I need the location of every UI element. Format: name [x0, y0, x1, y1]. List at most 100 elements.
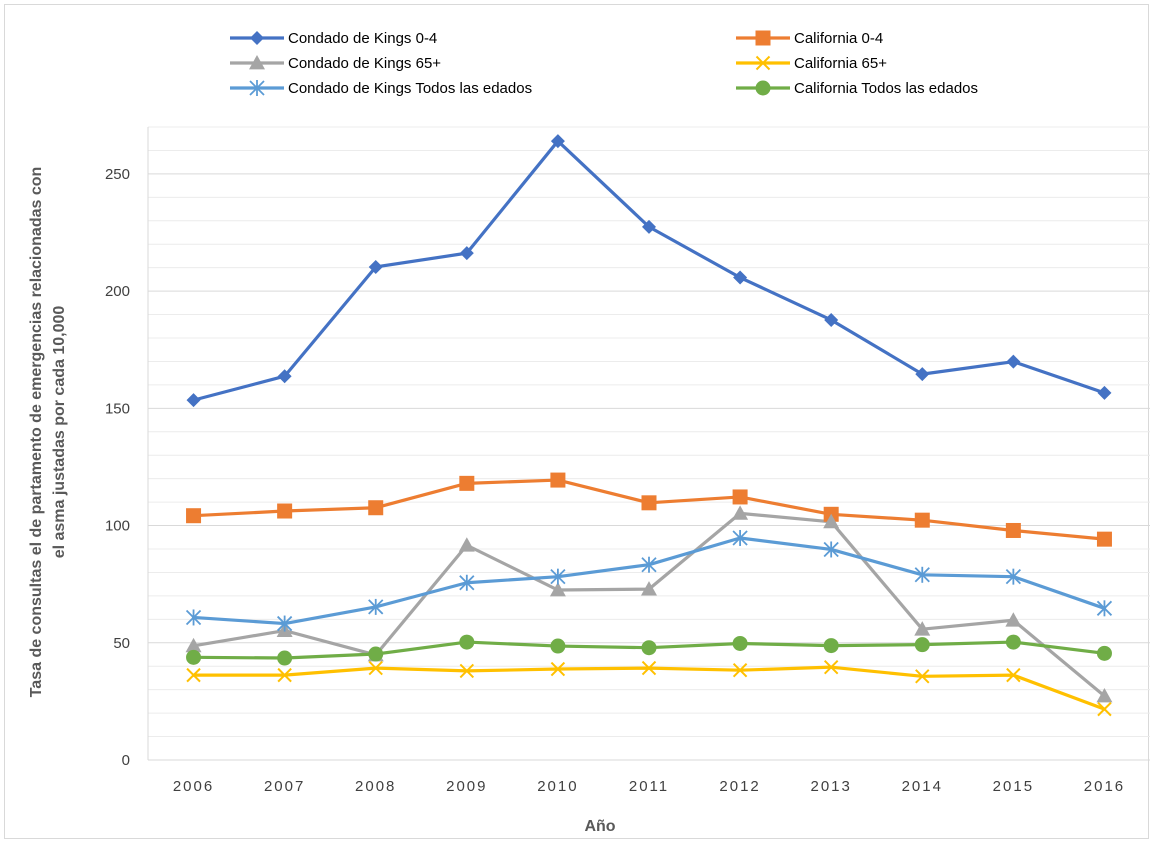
- data-point-marker: [823, 659, 839, 675]
- axes: 0 50 100 150 200 250 2006 2007 2008 2009 2010 2011 2…: [105, 127, 1150, 795]
- legend-label: Condado de Kings 0-4: [288, 30, 437, 47]
- legend-marker: [755, 30, 771, 46]
- legend-item: California Todos las edados: [736, 80, 978, 97]
- data-point-marker: [459, 663, 475, 679]
- series-line-5: [191, 536, 1107, 626]
- data-point-marker: [732, 635, 748, 651]
- series-line-4: [191, 665, 1107, 711]
- data-point-marker: [185, 637, 202, 653]
- y-tick-label: 100: [105, 518, 130, 535]
- data-point-marker: [1005, 522, 1021, 538]
- data-point-marker: [550, 134, 565, 149]
- data-point-marker: [914, 566, 930, 583]
- data-point-marker: [641, 556, 657, 573]
- data-point-marker: [1005, 612, 1022, 627]
- data-point-marker: [186, 508, 202, 524]
- data-point-marker: [641, 640, 657, 656]
- data-point-marker: [459, 574, 475, 591]
- data-point-marker: [458, 537, 475, 552]
- data-point-marker: [368, 660, 383, 676]
- x-tick-label: 2013: [810, 778, 851, 795]
- legend-label: Condado de Kings 65+: [288, 55, 441, 72]
- y-tick-label: 200: [105, 283, 130, 300]
- x-tick-label: 2012: [719, 778, 760, 795]
- data-point-marker: [1096, 600, 1113, 617]
- legend-label: California 65+: [794, 55, 887, 72]
- data-point-marker: [550, 568, 566, 585]
- y-tick-label: 150: [105, 400, 130, 417]
- data-point-marker: [732, 489, 748, 505]
- data-point-marker: [276, 615, 293, 632]
- legend-label: California Todos las edados: [794, 80, 978, 97]
- data-point-marker: [277, 369, 292, 384]
- data-point-marker: [185, 609, 202, 626]
- data-point-marker: [368, 259, 383, 274]
- data-point-marker: [641, 495, 657, 511]
- data-point-marker: [277, 503, 293, 519]
- data-point-marker: [732, 529, 748, 546]
- data-point-marker: [823, 638, 839, 654]
- chart-frame: [4, 4, 1149, 839]
- y-axis-title-line-1: Tasa de consultas el de partamento de em…: [28, 167, 45, 698]
- y-tick-label: 250: [105, 166, 130, 183]
- data-point-marker: [368, 646, 384, 662]
- y-axis-title-line-2: el asma justadas por cada 10,000: [51, 306, 68, 559]
- data-point-marker: [1096, 645, 1112, 661]
- legend-item: Condado de Kings 65+: [230, 55, 441, 72]
- x-tick-label: 2010: [537, 778, 578, 795]
- legend-marker: [755, 80, 771, 96]
- x-tick-label: 2006: [173, 778, 214, 795]
- x-tick-label: 2015: [993, 778, 1034, 795]
- x-tick-label: 2007: [264, 778, 305, 795]
- data-point-marker: [914, 512, 930, 528]
- data-point-marker: [459, 475, 475, 491]
- x-tick-label: 2014: [902, 778, 943, 795]
- legend-label: Condado de Kings Todos las edados: [288, 80, 532, 97]
- data-point-marker: [1096, 531, 1112, 547]
- x-tick-label: 2011: [629, 778, 669, 795]
- legend-marker: [250, 31, 264, 45]
- data-point-marker: [368, 598, 384, 615]
- y-tick-label: 0: [122, 752, 130, 769]
- data-point-marker: [459, 246, 474, 261]
- legend-item: Condado de Kings Todos las edados: [230, 80, 532, 97]
- data-point-marker: [368, 500, 384, 516]
- legend-item: California 65+: [736, 55, 887, 72]
- data-point-marker: [550, 661, 566, 677]
- data-point-marker: [1006, 354, 1021, 369]
- data-point-marker: [186, 667, 201, 683]
- data-point-marker: [1097, 701, 1112, 717]
- data-point-marker: [732, 663, 748, 678]
- data-point-marker: [733, 270, 748, 285]
- data-point-marker: [915, 367, 930, 382]
- x-tick-label: 2016: [1084, 778, 1125, 795]
- data-point-marker: [277, 667, 292, 683]
- data-point-marker: [186, 393, 201, 408]
- data-point-marker: [549, 582, 566, 597]
- data-point-marker: [550, 638, 566, 654]
- data-point-marker: [1096, 687, 1113, 703]
- data-point-marker: [642, 219, 656, 234]
- data-point-marker: [914, 637, 930, 653]
- legend-marker: [755, 55, 771, 71]
- data-point-marker: [1006, 667, 1021, 683]
- data-point-marker: [824, 312, 839, 327]
- data-point-marker: [823, 541, 839, 558]
- data-point-marker: [915, 669, 930, 684]
- data-point-marker: [732, 505, 749, 520]
- y-tick-label: 50: [113, 635, 130, 652]
- data-point-marker: [277, 650, 293, 666]
- series-markers: [185, 134, 1113, 717]
- data-point-marker: [914, 621, 931, 636]
- legend-item: California 0-4: [736, 30, 883, 47]
- legend-item: Condado de Kings 0-4: [230, 30, 437, 47]
- data-point-marker: [641, 660, 657, 676]
- x-tick-label: 2008: [355, 778, 396, 795]
- data-point-marker: [1005, 634, 1021, 650]
- legend-label: California 0-4: [794, 30, 883, 47]
- data-point-marker: [1097, 385, 1112, 400]
- data-point-marker: [186, 649, 202, 665]
- y-axis-title: Tasa de consultas el de partamento de em…: [28, 167, 68, 698]
